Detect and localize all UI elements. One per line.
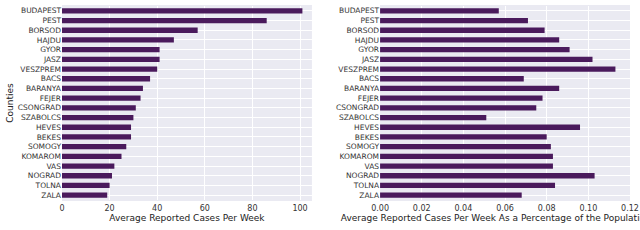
svg-text:HAJDU: HAJDU xyxy=(37,36,61,45)
svg-text:Average Reported Cases Per Wee: Average Reported Cases Per Week As a Per… xyxy=(341,213,640,223)
svg-text:0: 0 xyxy=(59,204,64,213)
svg-text:NOGRAD: NOGRAD xyxy=(346,171,379,180)
svg-text:BACS: BACS xyxy=(41,74,61,83)
svg-text:0.02: 0.02 xyxy=(413,204,431,213)
svg-text:KOMAROM: KOMAROM xyxy=(339,152,379,161)
svg-text:0.04: 0.04 xyxy=(454,204,472,213)
svg-text:BEKES: BEKES xyxy=(355,133,380,142)
svg-text:20: 20 xyxy=(105,204,115,213)
svg-text:GYOR: GYOR xyxy=(358,45,379,54)
svg-text:HAJDU: HAJDU xyxy=(355,36,379,45)
svg-text:100: 100 xyxy=(292,204,307,213)
svg-text:VESZPREM: VESZPREM xyxy=(20,65,61,74)
svg-text:HEVES: HEVES xyxy=(354,123,379,132)
svg-text:JASZ: JASZ xyxy=(43,55,61,64)
svg-text:PEST: PEST xyxy=(360,16,379,25)
svg-text:BUDAPEST: BUDAPEST xyxy=(21,6,61,15)
svg-text:CSONGRAD: CSONGRAD xyxy=(336,103,379,112)
svg-text:Counties: Counties xyxy=(5,83,15,123)
svg-text:ZALA: ZALA xyxy=(359,191,380,200)
svg-text:TOLNA: TOLNA xyxy=(35,181,62,190)
svg-text:80: 80 xyxy=(247,204,257,213)
svg-text:BUDAPEST: BUDAPEST xyxy=(339,6,379,15)
svg-text:CSONGRAD: CSONGRAD xyxy=(18,103,61,112)
svg-text:0.06: 0.06 xyxy=(496,204,514,213)
svg-text:SOMOGY: SOMOGY xyxy=(28,142,61,151)
svg-text:KOMAROM: KOMAROM xyxy=(21,152,61,161)
svg-text:GYOR: GYOR xyxy=(40,45,61,54)
svg-text:40: 40 xyxy=(152,204,162,213)
svg-text:VESZPREM: VESZPREM xyxy=(338,65,379,74)
svg-text:BEKES: BEKES xyxy=(37,133,62,142)
svg-text:JASZ: JASZ xyxy=(361,55,379,64)
svg-text:SOMOGY: SOMOGY xyxy=(346,142,379,151)
svg-text:0.10: 0.10 xyxy=(579,204,597,213)
svg-text:BARANYA: BARANYA xyxy=(26,84,62,93)
svg-text:FEJER: FEJER xyxy=(40,94,61,103)
svg-text:BACS: BACS xyxy=(359,74,379,83)
svg-text:BARANYA: BARANYA xyxy=(344,84,380,93)
svg-text:FEJER: FEJER xyxy=(358,94,379,103)
svg-text:60: 60 xyxy=(200,204,210,213)
svg-text:NOGRAD: NOGRAD xyxy=(28,171,61,180)
svg-text:0.00: 0.00 xyxy=(371,204,389,213)
svg-text:0.12: 0.12 xyxy=(621,204,639,213)
svg-text:VAS: VAS xyxy=(46,162,61,171)
svg-text:SZABOLCS: SZABOLCS xyxy=(21,113,61,122)
svg-text:ZALA: ZALA xyxy=(41,191,62,200)
svg-text:0.08: 0.08 xyxy=(538,204,556,213)
svg-text:TOLNA: TOLNA xyxy=(353,181,380,190)
svg-text:BORSOD: BORSOD xyxy=(28,26,61,35)
svg-text:VAS: VAS xyxy=(365,162,380,171)
svg-text:BORSOD: BORSOD xyxy=(347,26,380,35)
svg-text:SZABOLCS: SZABOLCS xyxy=(339,113,379,122)
svg-text:HEVES: HEVES xyxy=(36,123,61,132)
svg-text:Average Reported Cases Per Wee: Average Reported Cases Per Week xyxy=(109,213,265,223)
svg-text:PEST: PEST xyxy=(42,16,61,25)
